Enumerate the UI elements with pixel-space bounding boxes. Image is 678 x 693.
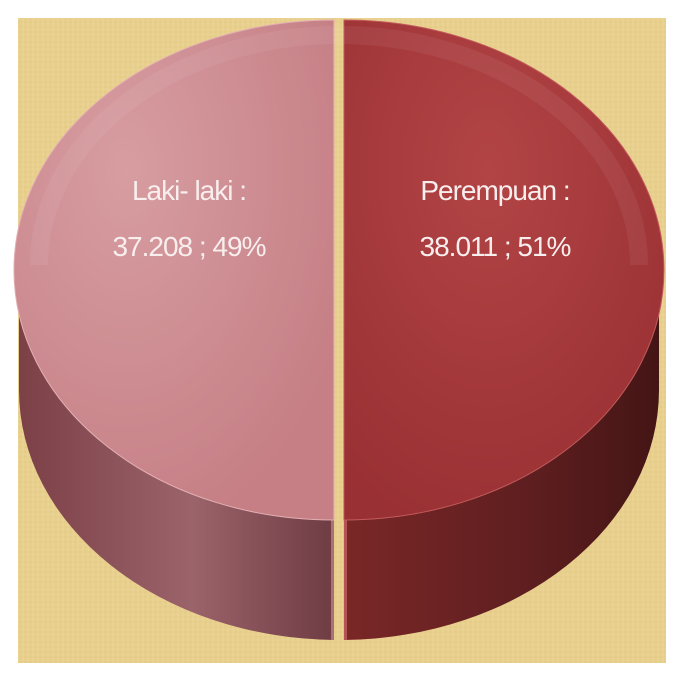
slice-label-laki-laki-line-2: 37.208 ; 49% [112, 231, 265, 262]
slice-label-laki-laki-line-1: Laki- laki : [132, 175, 246, 206]
slice-label-perempuan-line-2: 38.011 ; 51% [420, 231, 571, 262]
slice-label-perempuan-line-1: Perempuan : [420, 175, 569, 206]
